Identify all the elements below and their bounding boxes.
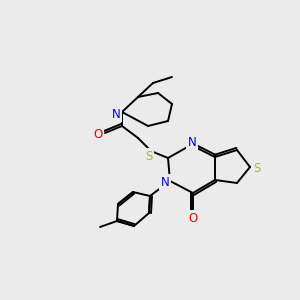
Text: O: O bbox=[93, 128, 103, 140]
Text: N: N bbox=[188, 136, 196, 149]
Text: S: S bbox=[145, 149, 153, 163]
Text: N: N bbox=[160, 176, 169, 188]
Text: S: S bbox=[253, 161, 261, 175]
Text: N: N bbox=[112, 107, 120, 121]
Text: O: O bbox=[188, 212, 198, 224]
